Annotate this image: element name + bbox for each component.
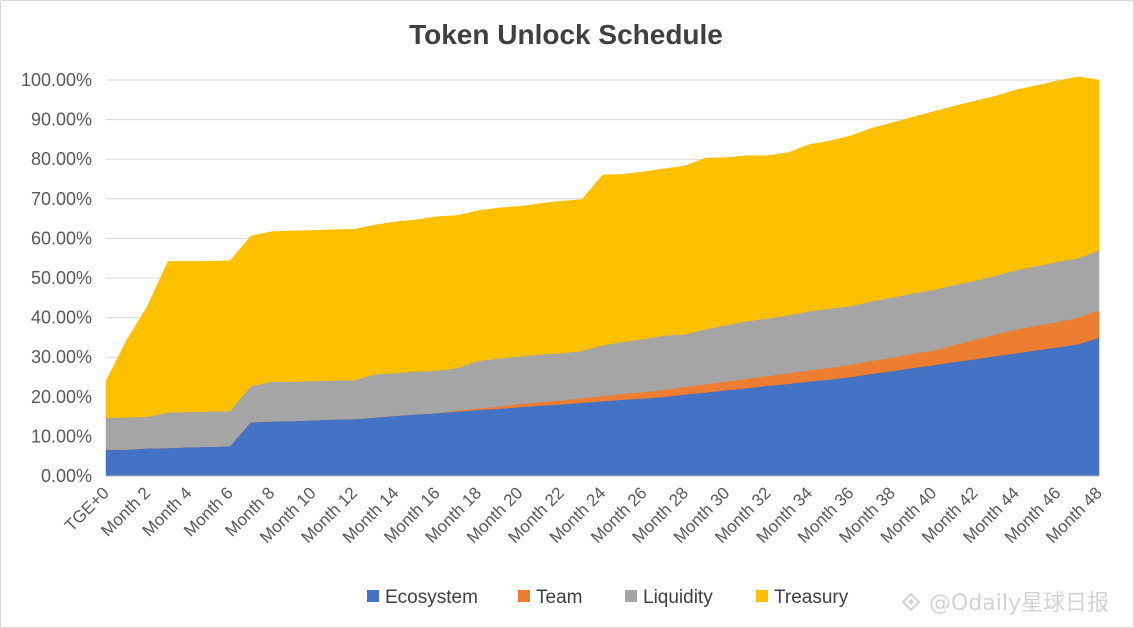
y-axis-tick-labels: 0.00% 10.00% 20.00% 30.00% 40.00% 50.00% 60.00… [21,70,92,486]
y-tick-label: 50.00% [31,268,92,288]
y-tick-label: 0.00% [41,466,92,486]
legend-swatch-liquidity [625,590,637,602]
legend-swatch-ecosystem [367,590,379,602]
legend: Ecosystem Team Liquidity Treasury [367,587,849,608]
legend-label-ecosystem: Ecosystem [385,587,478,608]
watermark-text: @Odaily星球日报 [929,591,1109,616]
y-tick-label: 90.00% [31,110,92,130]
y-tick-label: 40.00% [31,308,92,328]
y-tick-label: 100.00% [21,70,92,90]
y-tick-label: 60.00% [31,228,92,248]
legend-swatch-team [518,590,530,602]
watermark: @Odaily星球日报 [903,591,1109,616]
legend-label-treasury: Treasury [774,587,849,608]
y-tick-label: 70.00% [31,189,92,209]
series-areas [106,77,1099,476]
legend-label-liquidity: Liquidity [643,587,713,608]
y-tick-label: 80.00% [31,149,92,169]
legend-swatch-treasury [756,590,768,602]
chart-title: Token Unlock Schedule [409,19,723,50]
y-tick-label: 20.00% [31,387,92,407]
y-tick-label: 30.00% [31,347,92,367]
watermark-logo-icon [903,594,919,610]
legend-label-team: Team [536,587,582,608]
y-tick-label: 10.00% [31,426,92,446]
